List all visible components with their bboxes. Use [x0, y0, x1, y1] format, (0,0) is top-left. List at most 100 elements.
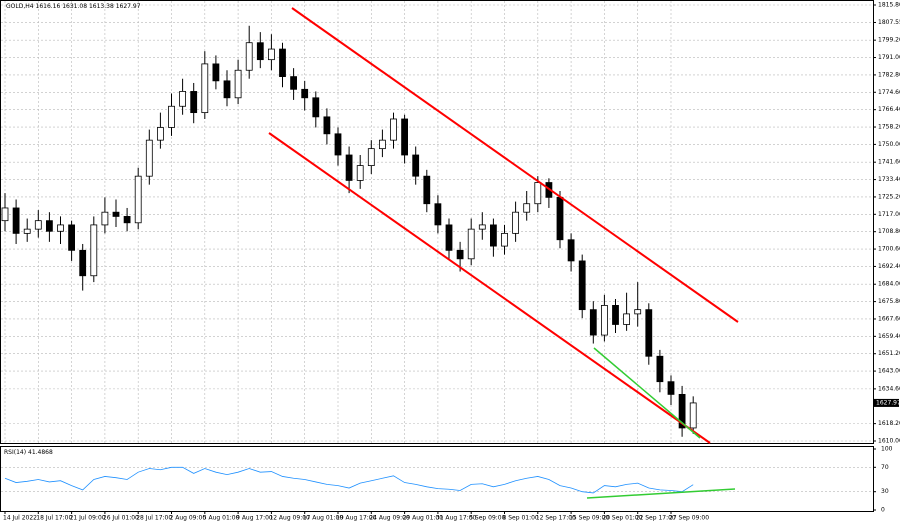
- candle-body: [112, 211, 120, 217]
- candle-body: [489, 224, 497, 247]
- candle-body: [1, 207, 9, 222]
- channel-upper: [291, 7, 739, 323]
- rsi-title: RSI(14): [4, 449, 26, 456]
- x-tick-label: 21 Jul 09:00: [70, 515, 106, 522]
- candle-body: [434, 203, 442, 226]
- y-tick-label: 1651.20: [878, 350, 900, 357]
- candle-body: [179, 91, 187, 107]
- x-tick-label: 24 Aug 09:00: [369, 515, 410, 522]
- x-tick-label: 22 Sep 17:00: [636, 515, 676, 522]
- rsi-value: 41.4868: [28, 449, 53, 456]
- y-tick-label: 1659.40: [878, 333, 900, 340]
- rsi-trendline: [586, 488, 736, 499]
- x-tick-label: 12 Sep 17:00: [536, 515, 576, 522]
- price-trendline: [593, 347, 701, 439]
- y-tick-label: 30: [881, 488, 889, 495]
- candle-body: [567, 239, 575, 262]
- candle-body: [523, 203, 531, 213]
- candle-body: [423, 175, 431, 205]
- candle-body: [201, 63, 209, 114]
- x-tick-label: 15 Sep 09:00: [569, 515, 609, 522]
- y-tick-label: 1610.00: [878, 438, 900, 445]
- y-tick-label: 1634.60: [878, 385, 900, 392]
- y-tick-label: 1782.80: [878, 71, 900, 78]
- candle-body: [456, 249, 464, 260]
- price-label: 1627.97: [876, 399, 900, 406]
- x-tick-label: 9 Aug 17:00: [236, 515, 273, 522]
- candle-body: [512, 211, 519, 234]
- y-tick-label: 1725.20: [878, 193, 900, 200]
- candle-body: [401, 118, 409, 156]
- x-tick-label: 12 Aug 09:00: [269, 515, 310, 522]
- candle-body: [190, 91, 198, 114]
- candle-body: [168, 105, 175, 128]
- candle-body: [290, 76, 298, 90]
- header: GOLD,H4 1616.16 1631.08 1613.38 1627.97: [6, 3, 141, 10]
- candle-body: [46, 220, 53, 232]
- candle-body: [556, 196, 564, 241]
- high: 1631.08: [62, 3, 87, 10]
- candle-body: [412, 154, 420, 177]
- x-tick-label: 27 Sep 09:00: [669, 515, 709, 522]
- y-tick-label: 1708.80: [878, 228, 900, 235]
- candle-body: [612, 305, 619, 325]
- candle-body: [123, 216, 131, 224]
- x-tick-label: 20 Sep 01:00: [602, 515, 642, 522]
- candle-body: [390, 118, 397, 141]
- y-tick-label: 1791.00: [878, 54, 900, 61]
- candle-body: [256, 42, 264, 61]
- y-tick-label: 1684.00: [878, 281, 900, 288]
- y-tick-label: 1692.40: [878, 263, 900, 270]
- candle-body: [467, 228, 475, 260]
- candle-body: [267, 48, 275, 61]
- x-tick-label: 26 Jul 01:00: [103, 515, 139, 522]
- candle-body: [634, 309, 642, 315]
- candle-body: [578, 260, 586, 311]
- candle-body: [623, 313, 630, 325]
- price-label-bg: [874, 398, 899, 407]
- candle-body: [68, 224, 75, 251]
- candle-body: [445, 224, 453, 251]
- candle-body: [334, 133, 342, 156]
- x-tick-label: 17 Aug 01:00: [303, 515, 344, 522]
- symbol: GOLD,H4: [6, 3, 34, 10]
- y-tick-label: 1741.60: [878, 159, 900, 166]
- y-tick-label: 70: [881, 464, 889, 471]
- y-tick-label: 1643.00: [878, 368, 900, 375]
- x-tick-label: 31 Aug 17:00: [436, 515, 477, 522]
- x-tick-label: 19 Aug 17:00: [336, 515, 377, 522]
- channel-lower: [268, 132, 711, 444]
- x-tick-label: 5 Aug 01:00: [203, 515, 240, 522]
- x-tick-label: 5 Sep 09:00: [469, 515, 505, 522]
- candle-body: [90, 224, 98, 277]
- y-tick-label: 1700.60: [878, 246, 900, 253]
- y-tick-label: 1618.20: [878, 420, 900, 427]
- y-tick-label: 1758.20: [878, 124, 900, 131]
- x-tick-label: 28 Jul 17:00: [136, 515, 172, 522]
- y-tick-label: 0: [881, 507, 885, 514]
- y-tick-label: 1799.20: [878, 37, 900, 44]
- candle-body: [534, 182, 542, 205]
- candle-body: [101, 211, 109, 226]
- candle-body: [223, 80, 231, 99]
- x-tick-label: 29 Aug 01:00: [403, 515, 444, 522]
- candle-body: [156, 127, 164, 141]
- candle-body: [478, 224, 486, 230]
- x-tick-label: 14 Jul 2022: [3, 515, 37, 522]
- x-tick-label: 18 Jul 17:00: [36, 515, 72, 522]
- candle-body: [645, 309, 653, 357]
- candle-body: [79, 249, 87, 277]
- candle-body: [34, 220, 42, 230]
- candle-body: [234, 69, 242, 99]
- x-tick-label: 2 Aug 09:00: [170, 515, 207, 522]
- candle-body: [678, 393, 686, 429]
- candle-body: [378, 139, 386, 150]
- y-tick-label: 1766.40: [878, 106, 900, 113]
- candle-body: [367, 148, 375, 166]
- candle-body: [145, 139, 153, 177]
- y-tick-label: 1675.80: [878, 298, 900, 305]
- close: 1627.97: [116, 3, 141, 10]
- candle-body: [667, 381, 675, 395]
